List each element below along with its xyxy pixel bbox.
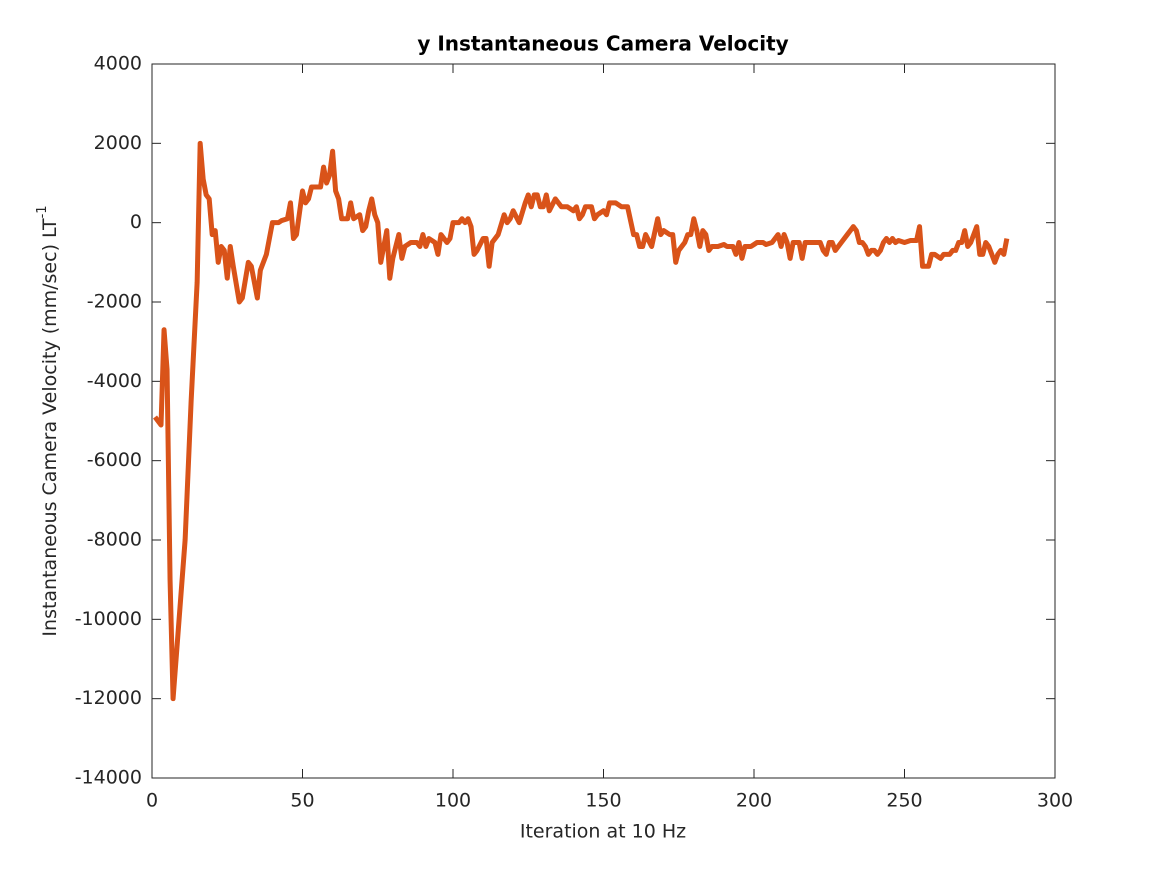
y-tick-label: 2000: [94, 132, 142, 154]
chart-title: y Instantaneous Camera Velocity: [417, 32, 788, 56]
data-line: [153, 140, 1010, 702]
plot-frame: [151, 63, 1056, 779]
x-axis-label: Iteration at 10 Hz: [520, 821, 686, 843]
y-tick-label: 0: [130, 211, 142, 233]
x-tick-label: 50: [290, 790, 314, 812]
x-tick-label: 100: [435, 790, 471, 812]
x-tick-label: 250: [886, 790, 922, 812]
x-tick-label: 0: [146, 790, 158, 812]
y-tick-label: 4000: [94, 53, 142, 75]
y-tick-label: -8000: [87, 529, 142, 551]
y-tick-label: -14000: [75, 767, 142, 789]
x-tick-label: 150: [585, 790, 621, 812]
y-axis-label-text: Instantaneous Camera Velocity (mm/sec) L…: [39, 218, 61, 637]
x-tick-label: 200: [736, 790, 772, 812]
y-tick-label: -10000: [75, 608, 142, 630]
y-tick-label: -4000: [87, 370, 142, 392]
y-axis-label: Instantaneous Camera Velocity (mm/sec) L…: [35, 205, 61, 636]
y-tick-label: -12000: [75, 687, 142, 709]
y-tick-label: -2000: [87, 291, 142, 313]
x-tick-label: 300: [1037, 790, 1073, 812]
y-tick-label: -6000: [87, 449, 142, 471]
y-axis-label-superscript: -1: [35, 205, 50, 218]
